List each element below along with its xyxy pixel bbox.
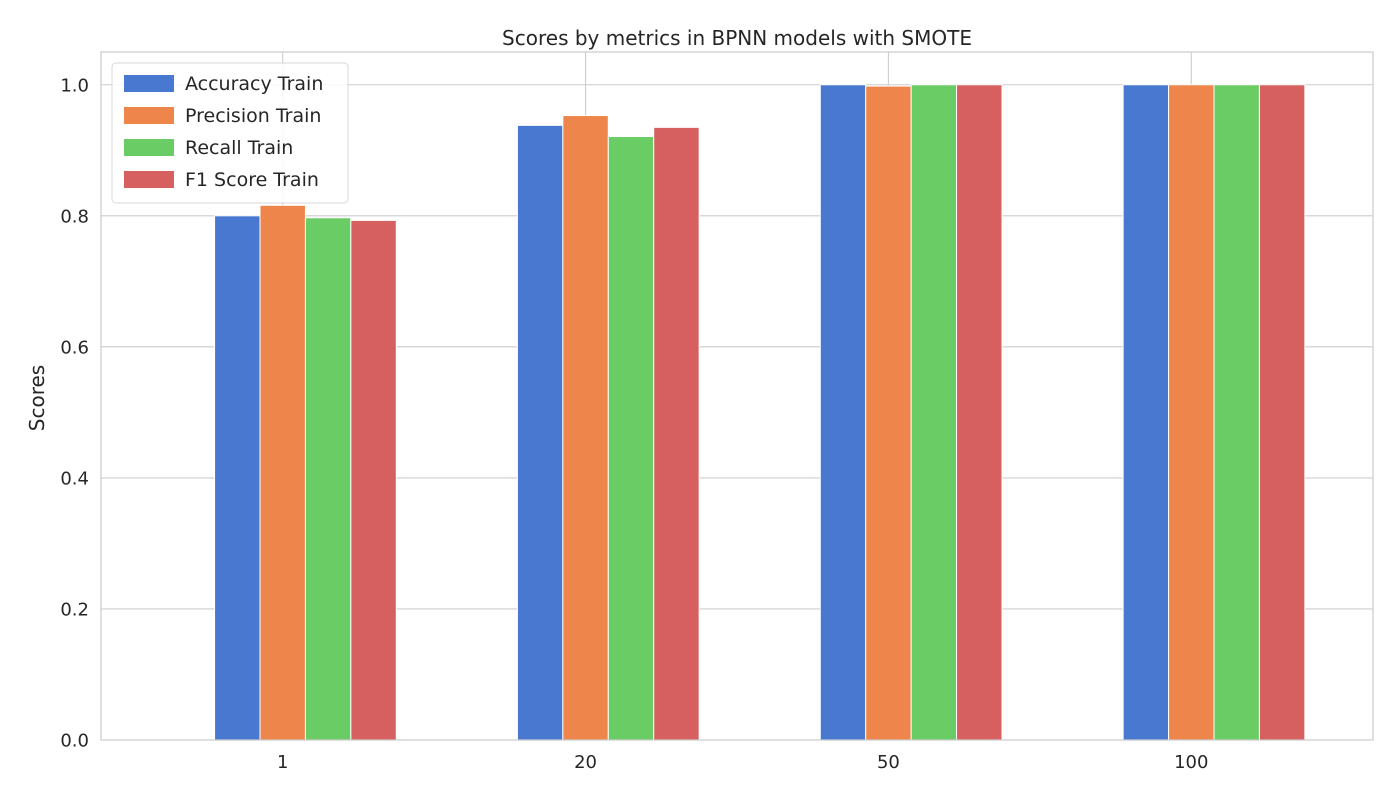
x-tick-label: 100	[1174, 752, 1208, 773]
x-tick-label: 50	[877, 752, 900, 773]
y-tick-label: 0.0	[60, 731, 89, 752]
x-tick-label: 1	[277, 752, 288, 773]
legend-label: Recall Train	[185, 137, 293, 159]
chart-title: Scores by metrics in BPNN models with SM…	[502, 26, 972, 50]
x-tick-labels: 1 20 50 100	[277, 752, 1208, 773]
bar	[304, 217, 352, 741]
y-tick-label: 0.8	[60, 206, 89, 227]
bar	[259, 204, 306, 741]
legend-swatch	[124, 75, 174, 92]
x-tick-label: 20	[574, 752, 597, 773]
y-tick-label: 1.0	[60, 75, 89, 96]
y-tick-label: 0.2	[60, 599, 89, 620]
bars	[214, 84, 1306, 741]
legend-label: F1 Score Train	[185, 169, 319, 191]
bar	[1122, 84, 1170, 741]
bar	[1258, 84, 1306, 741]
bar	[214, 215, 261, 741]
y-tick-label: 0.6	[60, 337, 89, 358]
legend-swatch	[124, 171, 174, 188]
bar	[910, 84, 958, 741]
bar	[516, 124, 564, 741]
y-axis-label: Scores	[25, 365, 49, 431]
bar	[865, 85, 912, 741]
bar	[819, 84, 867, 741]
legend-swatch	[124, 107, 174, 124]
bar	[653, 126, 700, 741]
bar	[350, 219, 397, 741]
bar	[562, 115, 609, 741]
legend: Accuracy Train Precision Train Recall Trai…	[111, 62, 349, 204]
bar	[1168, 84, 1215, 741]
bar	[607, 136, 655, 741]
y-tick-label: 0.4	[60, 468, 89, 489]
legend-swatch	[124, 139, 174, 156]
legend-label: Precision Train	[185, 105, 321, 127]
legend-label: Accuracy Train	[185, 73, 323, 95]
bar	[1213, 84, 1260, 741]
bar	[956, 84, 1003, 741]
y-tick-labels: 0.0 0.2 0.4 0.6 0.8 1.0	[60, 75, 89, 751]
plot-frame	[100, 51, 1374, 741]
legend-box	[111, 62, 349, 204]
